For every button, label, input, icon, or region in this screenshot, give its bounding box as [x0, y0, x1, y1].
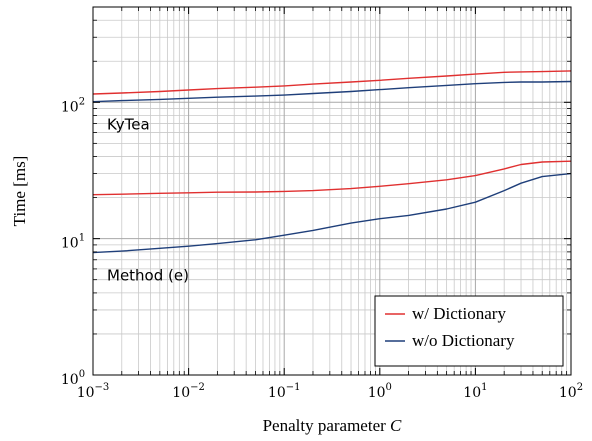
- legend: w/ Dictionary w/o Dictionary: [374, 295, 564, 367]
- legend-label-without-dictionary: w/o Dictionary: [412, 331, 515, 350]
- x-tick-label: 100: [368, 382, 392, 401]
- y-tick-label: 102: [61, 96, 85, 115]
- legend-label-with-dictionary: w/ Dictionary: [412, 304, 506, 323]
- series-line-1: [92, 70, 572, 95]
- x-tick-label: 10−1: [268, 382, 301, 401]
- annotation-method-e: Method (e): [107, 267, 189, 285]
- y-tick-labels: 100 101 102: [61, 96, 85, 388]
- plot-frame: [92, 6, 572, 376]
- x-tick-label: 10−3: [77, 382, 110, 401]
- x-tick-label: 10−2: [172, 382, 205, 401]
- y-tick-label: 101: [61, 233, 85, 252]
- x-tick-label: 101: [463, 382, 487, 401]
- x-axis-title: Penalty parameter C: [263, 416, 402, 435]
- y-axis-title: Time [ms]: [10, 156, 29, 227]
- axis-ticks: [92, 6, 572, 376]
- y-tick-label: 100: [61, 369, 85, 388]
- annotation-kytea: KyTea: [107, 116, 150, 134]
- x-tick-label: 102: [559, 382, 583, 401]
- series-line-3: [92, 160, 572, 196]
- series-lines: [92, 70, 572, 254]
- series-line-2: [92, 80, 572, 103]
- legend-box: [374, 295, 564, 367]
- x-tick-labels: 10−3 10−2 10−1 100 101 102: [77, 382, 583, 401]
- series-line-4: [92, 172, 572, 254]
